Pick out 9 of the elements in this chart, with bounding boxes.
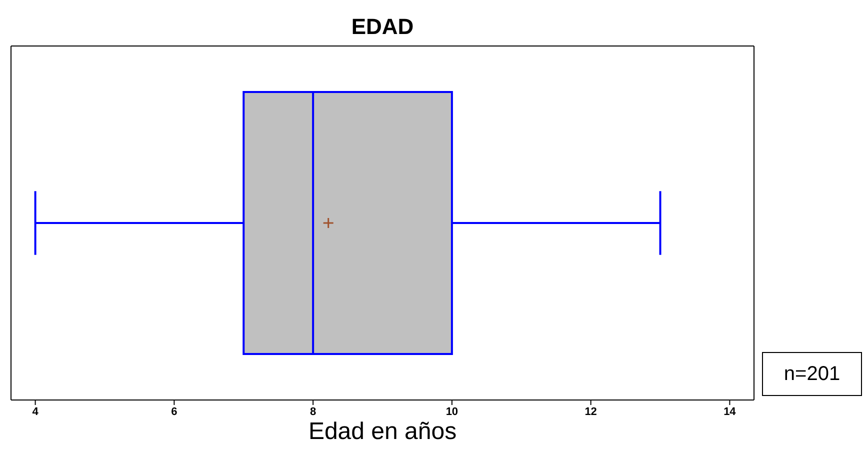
x-tick-label: 14	[724, 406, 737, 418]
x-tick-label: 6	[171, 406, 178, 418]
chart-title: EDAD	[350, 14, 415, 40]
text: n=201	[762, 352, 862, 396]
x-axis-title: Edad en años	[307, 418, 458, 446]
x-tick-label: 8	[310, 406, 316, 418]
x-tick-label: 10	[446, 406, 458, 418]
x-tick-label: 12	[584, 406, 597, 418]
x-tick-label: 4	[32, 406, 40, 418]
